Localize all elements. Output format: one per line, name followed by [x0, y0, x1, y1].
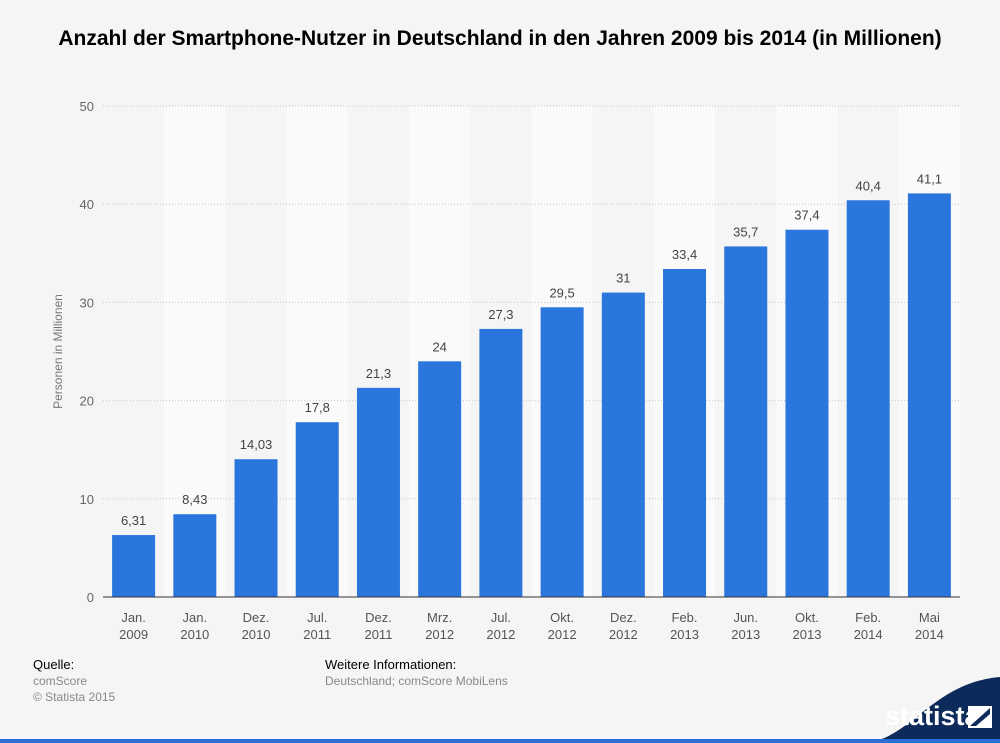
y-tick-label: 40	[80, 197, 94, 212]
y-tick-label: 10	[80, 492, 94, 507]
bar	[601, 292, 645, 597]
x-tick-label: 2009	[119, 627, 148, 642]
info-block: Weitere Informationen: Deutschland; comS…	[325, 657, 508, 689]
bar	[785, 229, 829, 597]
data-label: 31	[616, 271, 630, 286]
bar	[234, 459, 278, 597]
bar	[356, 387, 400, 597]
bar	[479, 328, 523, 597]
x-tick-label: Jul.	[307, 610, 327, 625]
x-tick-label: 2014	[915, 627, 944, 642]
x-tick-label: 2011	[303, 627, 331, 642]
x-tick-label: 2013	[793, 627, 822, 642]
x-tick-label: Jan.	[183, 610, 208, 625]
bar	[663, 269, 707, 597]
data-label: 33,4	[672, 247, 697, 262]
source-label: Quelle:	[33, 657, 75, 672]
y-axis-label: Personen in Millionen	[51, 294, 65, 409]
x-tick-label: 2012	[486, 627, 515, 642]
x-tick-label: Jul.	[491, 610, 511, 625]
x-tick-label: 2013	[731, 627, 760, 642]
y-tick-label: 20	[80, 394, 94, 409]
data-label: 37,4	[794, 208, 819, 223]
bar	[112, 535, 156, 597]
x-tick-label: 2012	[548, 627, 577, 642]
source-value: comScore	[33, 674, 88, 688]
y-tick-label: 30	[80, 295, 94, 310]
data-label: 14,03	[240, 437, 273, 452]
bar	[295, 422, 339, 597]
info-label: Weitere Informationen:	[325, 657, 457, 672]
data-label: 35,7	[733, 224, 758, 239]
x-tick-label: 2010	[180, 627, 209, 642]
x-tick-label: Mai	[919, 610, 940, 625]
x-tick-label: Jun.	[733, 610, 758, 625]
x-tick-label: Feb.	[855, 610, 881, 625]
x-tick-label: Okt.	[795, 610, 819, 625]
x-tick-label: 2013	[670, 627, 699, 642]
logo-text: statista	[885, 701, 981, 731]
x-tick-label: 2012	[609, 627, 638, 642]
bar	[724, 246, 768, 597]
bar-chart: 0 10 20 30 40 50 6,31 Jan. 2009 8,43 Jan. 2010 14,03…	[51, 99, 960, 642]
data-label: 8,43	[182, 492, 207, 507]
y-tick-label: 50	[80, 99, 94, 114]
x-tick-label: Feb.	[672, 610, 698, 625]
statista-logo-icon	[968, 706, 992, 728]
bar	[907, 193, 951, 597]
source-block: Quelle: comScore © Statista 2015	[33, 657, 115, 705]
y-tick-label: 0	[87, 590, 94, 605]
bar	[173, 514, 217, 597]
x-tick-label: 2011	[364, 627, 392, 642]
bar	[540, 307, 584, 597]
data-label: 27,3	[488, 307, 513, 322]
x-tick-label: Dez.	[610, 610, 637, 625]
data-label: 29,5	[549, 285, 574, 300]
x-tick-label: Dez.	[365, 610, 392, 625]
bar	[418, 361, 462, 597]
x-tick-label: Okt.	[550, 610, 574, 625]
bar	[846, 200, 890, 597]
data-label: 21,3	[366, 366, 391, 381]
data-label: 24	[432, 339, 446, 354]
info-value: Deutschland; comScore MobiLens	[325, 674, 508, 688]
x-tick-label: 2014	[854, 627, 883, 642]
x-tick-label: 2012	[425, 627, 454, 642]
x-tick-label: Mrz.	[427, 610, 452, 625]
data-label: 40,4	[856, 178, 881, 193]
x-tick-label: 2010	[242, 627, 271, 642]
data-label: 6,31	[121, 513, 146, 528]
x-tick-label: Dez.	[243, 610, 270, 625]
data-label: 41,1	[917, 171, 942, 186]
chart-title: Anzahl der Smartphone-Nutzer in Deutschl…	[58, 27, 942, 50]
x-tick-label: Jan.	[121, 610, 146, 625]
data-label: 17,8	[305, 400, 330, 415]
statista-logo: statista	[860, 677, 1000, 743]
bottom-accent-bar	[0, 739, 1000, 743]
copyright-text: © Statista 2015	[33, 690, 116, 704]
